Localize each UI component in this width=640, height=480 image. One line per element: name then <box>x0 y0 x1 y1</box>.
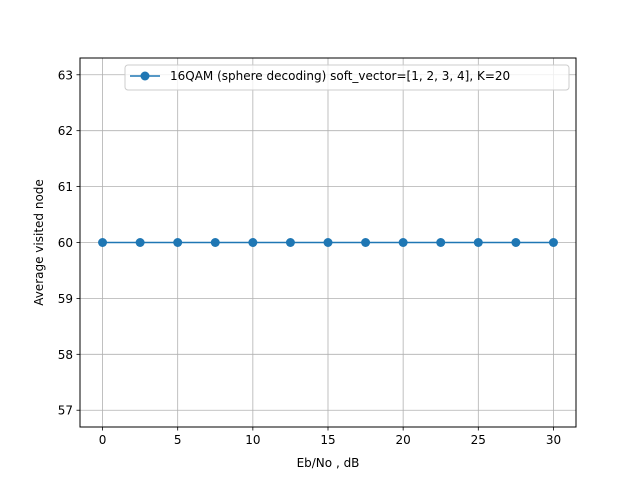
data-point <box>361 238 371 247</box>
legend-label: 16QAM (sphere decoding) soft_vector=[1, … <box>170 69 510 83</box>
x-axis-label: Eb/No , dB <box>297 456 360 470</box>
y-axis: 57 58 59 60 61 62 63 <box>58 68 80 418</box>
x-tick-label: 10 <box>245 433 260 447</box>
x-tick-label: 15 <box>320 433 335 447</box>
data-point <box>436 238 446 247</box>
data-point <box>323 238 333 247</box>
data-point <box>248 238 258 247</box>
y-tick-label: 60 <box>58 236 73 250</box>
data-point <box>511 238 521 247</box>
data-point <box>548 238 558 247</box>
legend: 16QAM (sphere decoding) soft_vector=[1, … <box>124 64 570 91</box>
x-tick-label: 30 <box>546 433 561 447</box>
x-tick-label: 20 <box>396 433 411 447</box>
data-point <box>398 238 408 247</box>
data-point <box>210 238 220 247</box>
data-point <box>135 238 145 247</box>
data-point <box>285 238 295 247</box>
y-axis-label: Average visited node <box>32 179 46 306</box>
y-tick-label: 57 <box>58 404 73 418</box>
series-layer <box>98 238 558 247</box>
y-tick-label: 61 <box>58 180 73 194</box>
x-tick-label: 0 <box>99 433 107 447</box>
y-tick-label: 59 <box>58 292 73 306</box>
legend-marker <box>140 71 150 81</box>
data-point <box>473 238 483 247</box>
data-point <box>173 238 183 247</box>
legend-box <box>124 64 570 91</box>
x-axis: 0 5 10 15 20 25 30 <box>99 427 561 447</box>
x-tick-label: 5 <box>174 433 182 447</box>
data-point <box>98 238 108 247</box>
x-tick-label: 25 <box>471 433 486 447</box>
y-tick-label: 63 <box>58 68 73 82</box>
y-tick-label: 58 <box>58 348 73 362</box>
y-tick-label: 62 <box>58 124 73 138</box>
